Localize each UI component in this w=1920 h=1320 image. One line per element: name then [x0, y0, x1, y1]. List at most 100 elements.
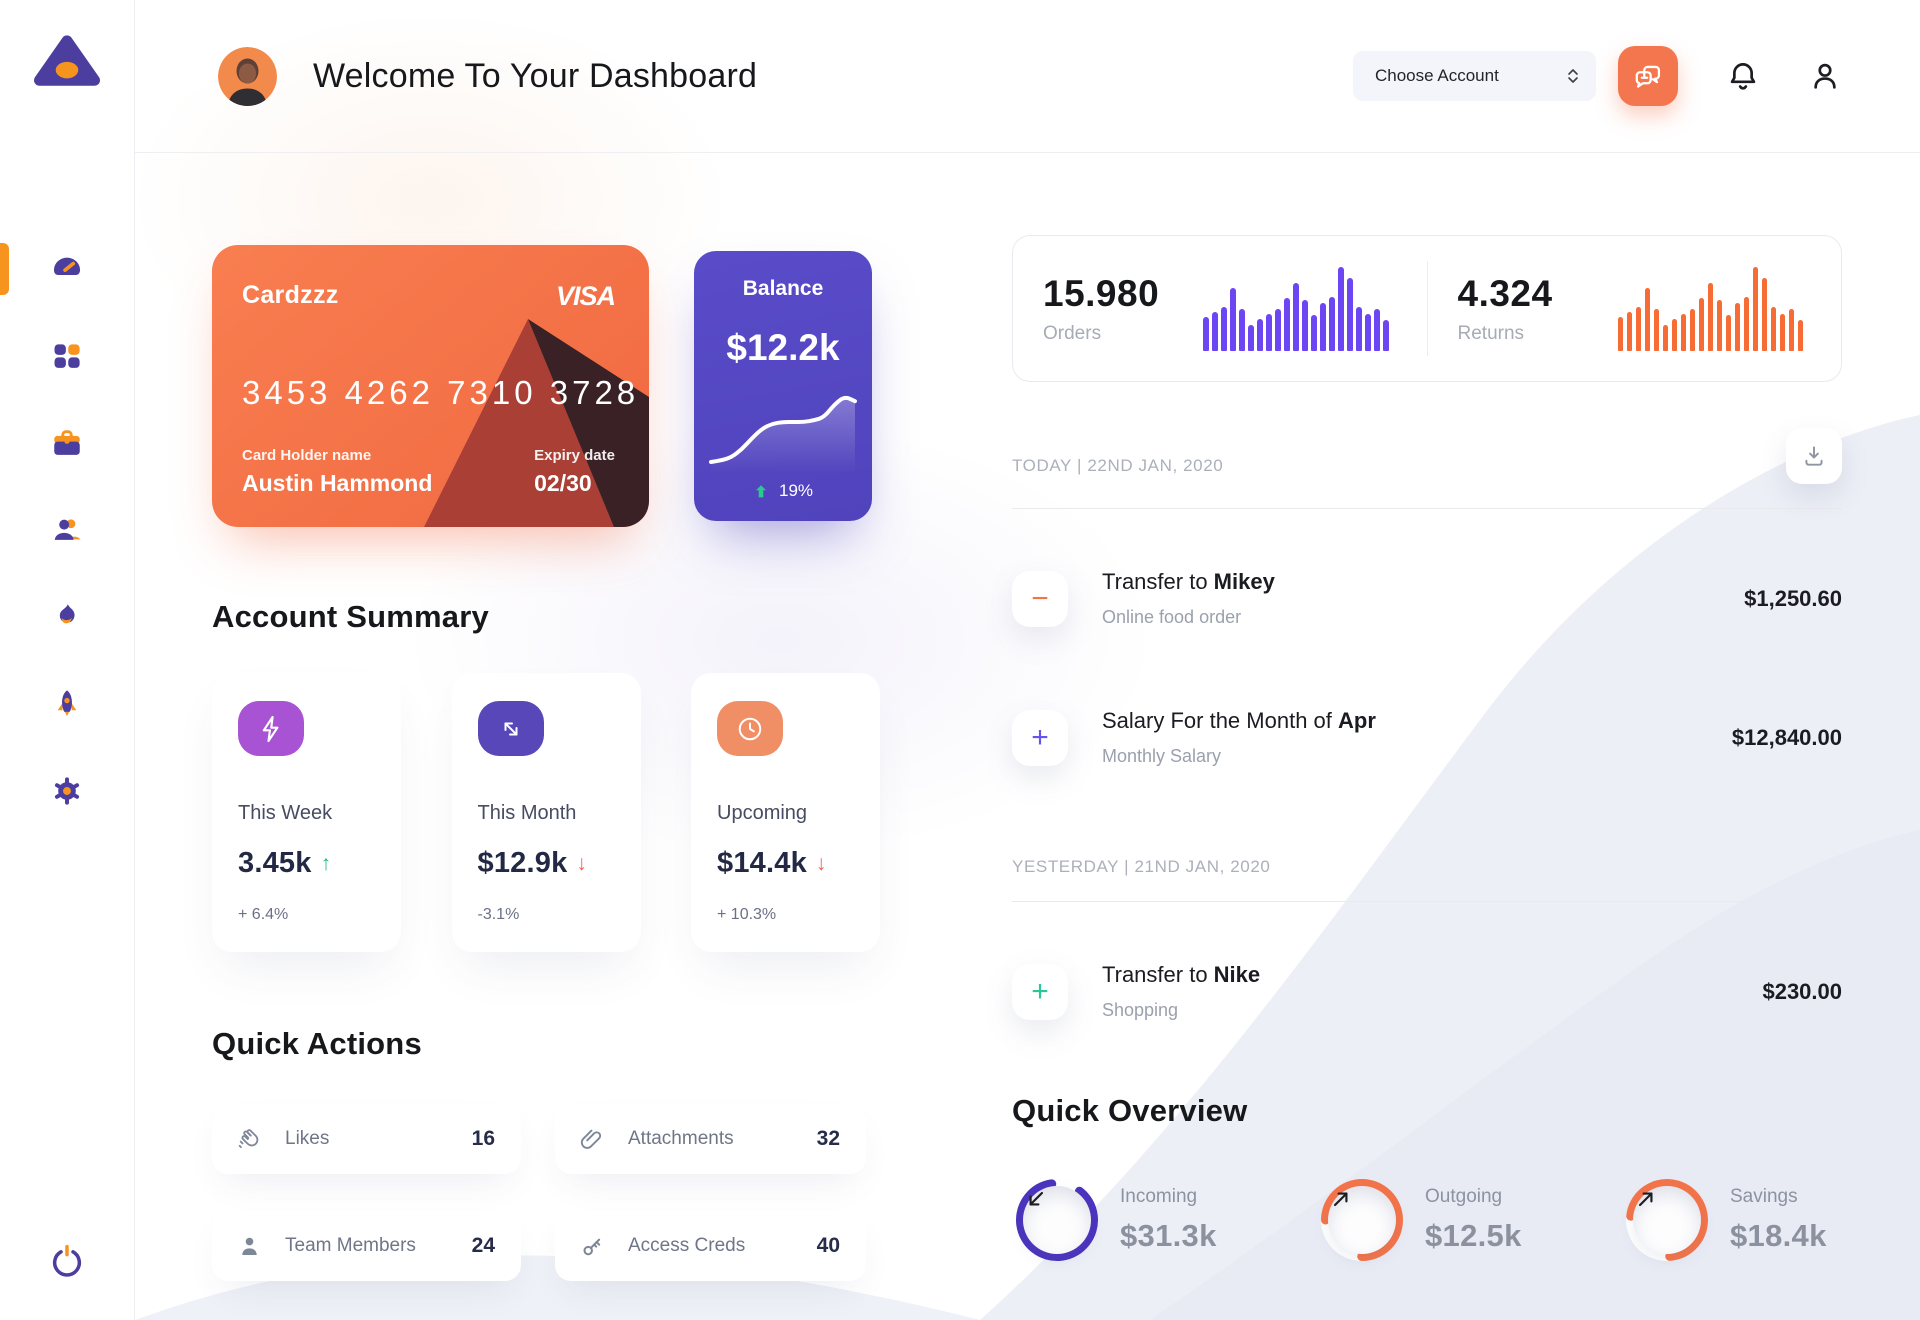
quick-action-count: 24 — [471, 1234, 495, 1257]
summary-card-upcoming[interactable]: Upcoming $14.4k ↓ + 10.3% — [691, 673, 880, 952]
balance-value: $12.2k — [726, 327, 840, 368]
returns-label: Returns — [1457, 322, 1525, 344]
logo-triangle-icon — [34, 35, 100, 86]
account-summary-grid: This Week 3.45k ↑ + 6.4% — [212, 673, 880, 952]
transaction-amount: $230.00 — [1762, 978, 1842, 1004]
transfer-arrows-icon — [477, 701, 544, 756]
orders-value: 15.980 — [1043, 272, 1160, 314]
summary-label: Upcoming — [717, 802, 808, 824]
trend-down-icon: ↓ — [576, 851, 587, 875]
content: Cardzzz VISA 3453 4262 7310 3728 Card Ho… — [135, 153, 1920, 1281]
app-logo[interactable] — [34, 32, 100, 90]
sidebar-item-dashboard[interactable] — [0, 240, 134, 298]
account-selector[interactable]: Choose Account — [1353, 51, 1596, 101]
card-number: 3453 4262 7310 3728 — [242, 374, 640, 411]
sidebar — [0, 0, 135, 1320]
profile-button[interactable] — [1808, 59, 1842, 93]
sidebar-item-apps[interactable] — [0, 327, 134, 385]
left-column: Cardzzz VISA 3453 4262 7310 3728 Card Ho… — [212, 153, 880, 1281]
returns-value: 4.324 — [1457, 272, 1553, 314]
account-selector-label: Choose Account — [1375, 66, 1499, 85]
bell-icon — [1730, 63, 1756, 90]
rocket-icon — [57, 690, 77, 717]
summary-label: This Month — [477, 802, 577, 824]
person-icon — [242, 1237, 257, 1255]
balance-card[interactable]: Balance $12.2k — [694, 251, 872, 521]
key-icon — [583, 1238, 601, 1255]
clap-icon — [238, 1128, 259, 1148]
quick-action-likes[interactable]: Likes 16 — [212, 1104, 521, 1174]
sidebar-item-team[interactable] — [0, 501, 134, 559]
stats-divider — [1426, 261, 1428, 356]
arrow-up-icon — [755, 484, 766, 497]
expiry-date: 02/30 — [534, 470, 592, 496]
lightning-icon — [238, 701, 304, 756]
quick-action-access-creds[interactable]: Access Creds 40 — [555, 1211, 866, 1281]
cards-row: Cardzzz VISA 3453 4262 7310 3728 Card Ho… — [212, 245, 880, 527]
quick-overview-title: Quick Overview — [1012, 1093, 1248, 1128]
credit-card[interactable]: Cardzzz VISA 3453 4262 7310 3728 Card Ho… — [212, 245, 649, 527]
quick-action-count: 32 — [816, 1127, 840, 1150]
summary-percent: + 10.3% — [717, 906, 777, 923]
summary-card-this-week[interactable]: This Week 3.45k ↑ + 6.4% — [212, 673, 401, 952]
logout-button[interactable] — [47, 1242, 87, 1282]
gear-icon — [54, 777, 80, 805]
date-label-today: TODAY | 22ND JAN, 2020 — [1012, 456, 1224, 475]
outgoing-progress-ring — [1317, 1175, 1407, 1265]
returns-stat: 4.324 Returns — [1428, 236, 1842, 381]
chat-icon — [1635, 65, 1661, 88]
header: Welcome To Your Dashboard Choose Account — [135, 0, 1920, 153]
overview-savings: Savings $18.4k — [1622, 1175, 1920, 1265]
grid-icon — [54, 344, 80, 368]
chevron-up-down-icon — [1568, 69, 1578, 83]
power-icon — [52, 1244, 82, 1277]
arrow-down-left-icon — [1029, 1191, 1044, 1206]
transaction-subtitle: Shopping — [1102, 1000, 1179, 1020]
sidebar-nav — [0, 240, 134, 849]
sidebar-item-launch[interactable] — [0, 675, 134, 733]
transaction-row-mikey[interactable]: − Transfer to Mikey Online food order $1… — [1012, 569, 1842, 628]
sidebar-item-activity[interactable] — [0, 588, 134, 646]
quick-action-team-members[interactable]: Team Members 24 — [212, 1211, 521, 1281]
right-column: 15.980 Orders 4.324 Returns — [1012, 153, 1842, 1281]
arrow-up-right-icon — [1333, 1192, 1348, 1207]
balance-change: 19% — [753, 481, 813, 501]
stats-panel: 15.980 Orders 4.324 Returns — [1012, 235, 1842, 382]
transaction-sign-minus: − — [1012, 570, 1068, 627]
summary-card-this-month[interactable]: This Month $12.9k ↓ -3.1% — [451, 673, 641, 952]
download-button[interactable] — [1786, 428, 1842, 484]
flame-icon — [59, 604, 75, 624]
quick-overview-row: Incoming $31.3k — [1012, 1175, 1842, 1265]
transaction-row-salary[interactable]: + Salary For the Month of Apr Monthly Sa… — [1012, 708, 1842, 767]
overview-outgoing: Outgoing $12.5k — [1317, 1175, 1622, 1265]
quick-action-count: 16 — [471, 1127, 495, 1150]
account-summary-title: Account Summary — [212, 599, 489, 634]
overview-label: Savings — [1730, 1186, 1798, 1207]
briefcase-icon — [54, 430, 80, 455]
messages-button[interactable] — [1618, 46, 1678, 106]
balance-label: Balance — [742, 277, 824, 300]
trend-up-icon: ↑ — [320, 851, 332, 875]
summary-label: This Week — [238, 802, 333, 824]
incoming-progress-ring — [1012, 1175, 1102, 1265]
credit-card-content: Cardzzz VISA 3453 4262 7310 3728 Card Ho… — [212, 245, 649, 527]
transaction-row-nike[interactable]: + Transfer to Nike Shopping $230.00 — [1012, 962, 1842, 1021]
notifications-button[interactable] — [1726, 59, 1760, 93]
page-title: Welcome To Your Dashboard — [313, 56, 758, 95]
quick-action-label: Attachments — [628, 1128, 734, 1149]
orders-stat: 15.980 Orders — [1013, 236, 1427, 381]
quick-action-attachments[interactable]: Attachments 32 — [555, 1104, 866, 1174]
transactions-header-yesterday: YESTERDAY | 21ND JAN, 2020 — [1012, 843, 1842, 877]
sidebar-item-settings[interactable] — [0, 762, 134, 820]
quick-actions-grid: Likes 16 Attachments 32 — [212, 1104, 880, 1281]
orders-label: Orders — [1043, 322, 1102, 344]
quick-action-label: Likes — [285, 1128, 330, 1149]
expiry-label: Expiry date — [534, 447, 615, 464]
card-name: Cardzzz — [242, 281, 339, 309]
summary-percent: -3.1% — [477, 906, 520, 923]
sidebar-item-projects[interactable] — [0, 414, 134, 472]
visa-logo: VISA — [555, 281, 616, 311]
user-avatar[interactable] — [218, 46, 277, 106]
users-icon — [54, 519, 81, 540]
